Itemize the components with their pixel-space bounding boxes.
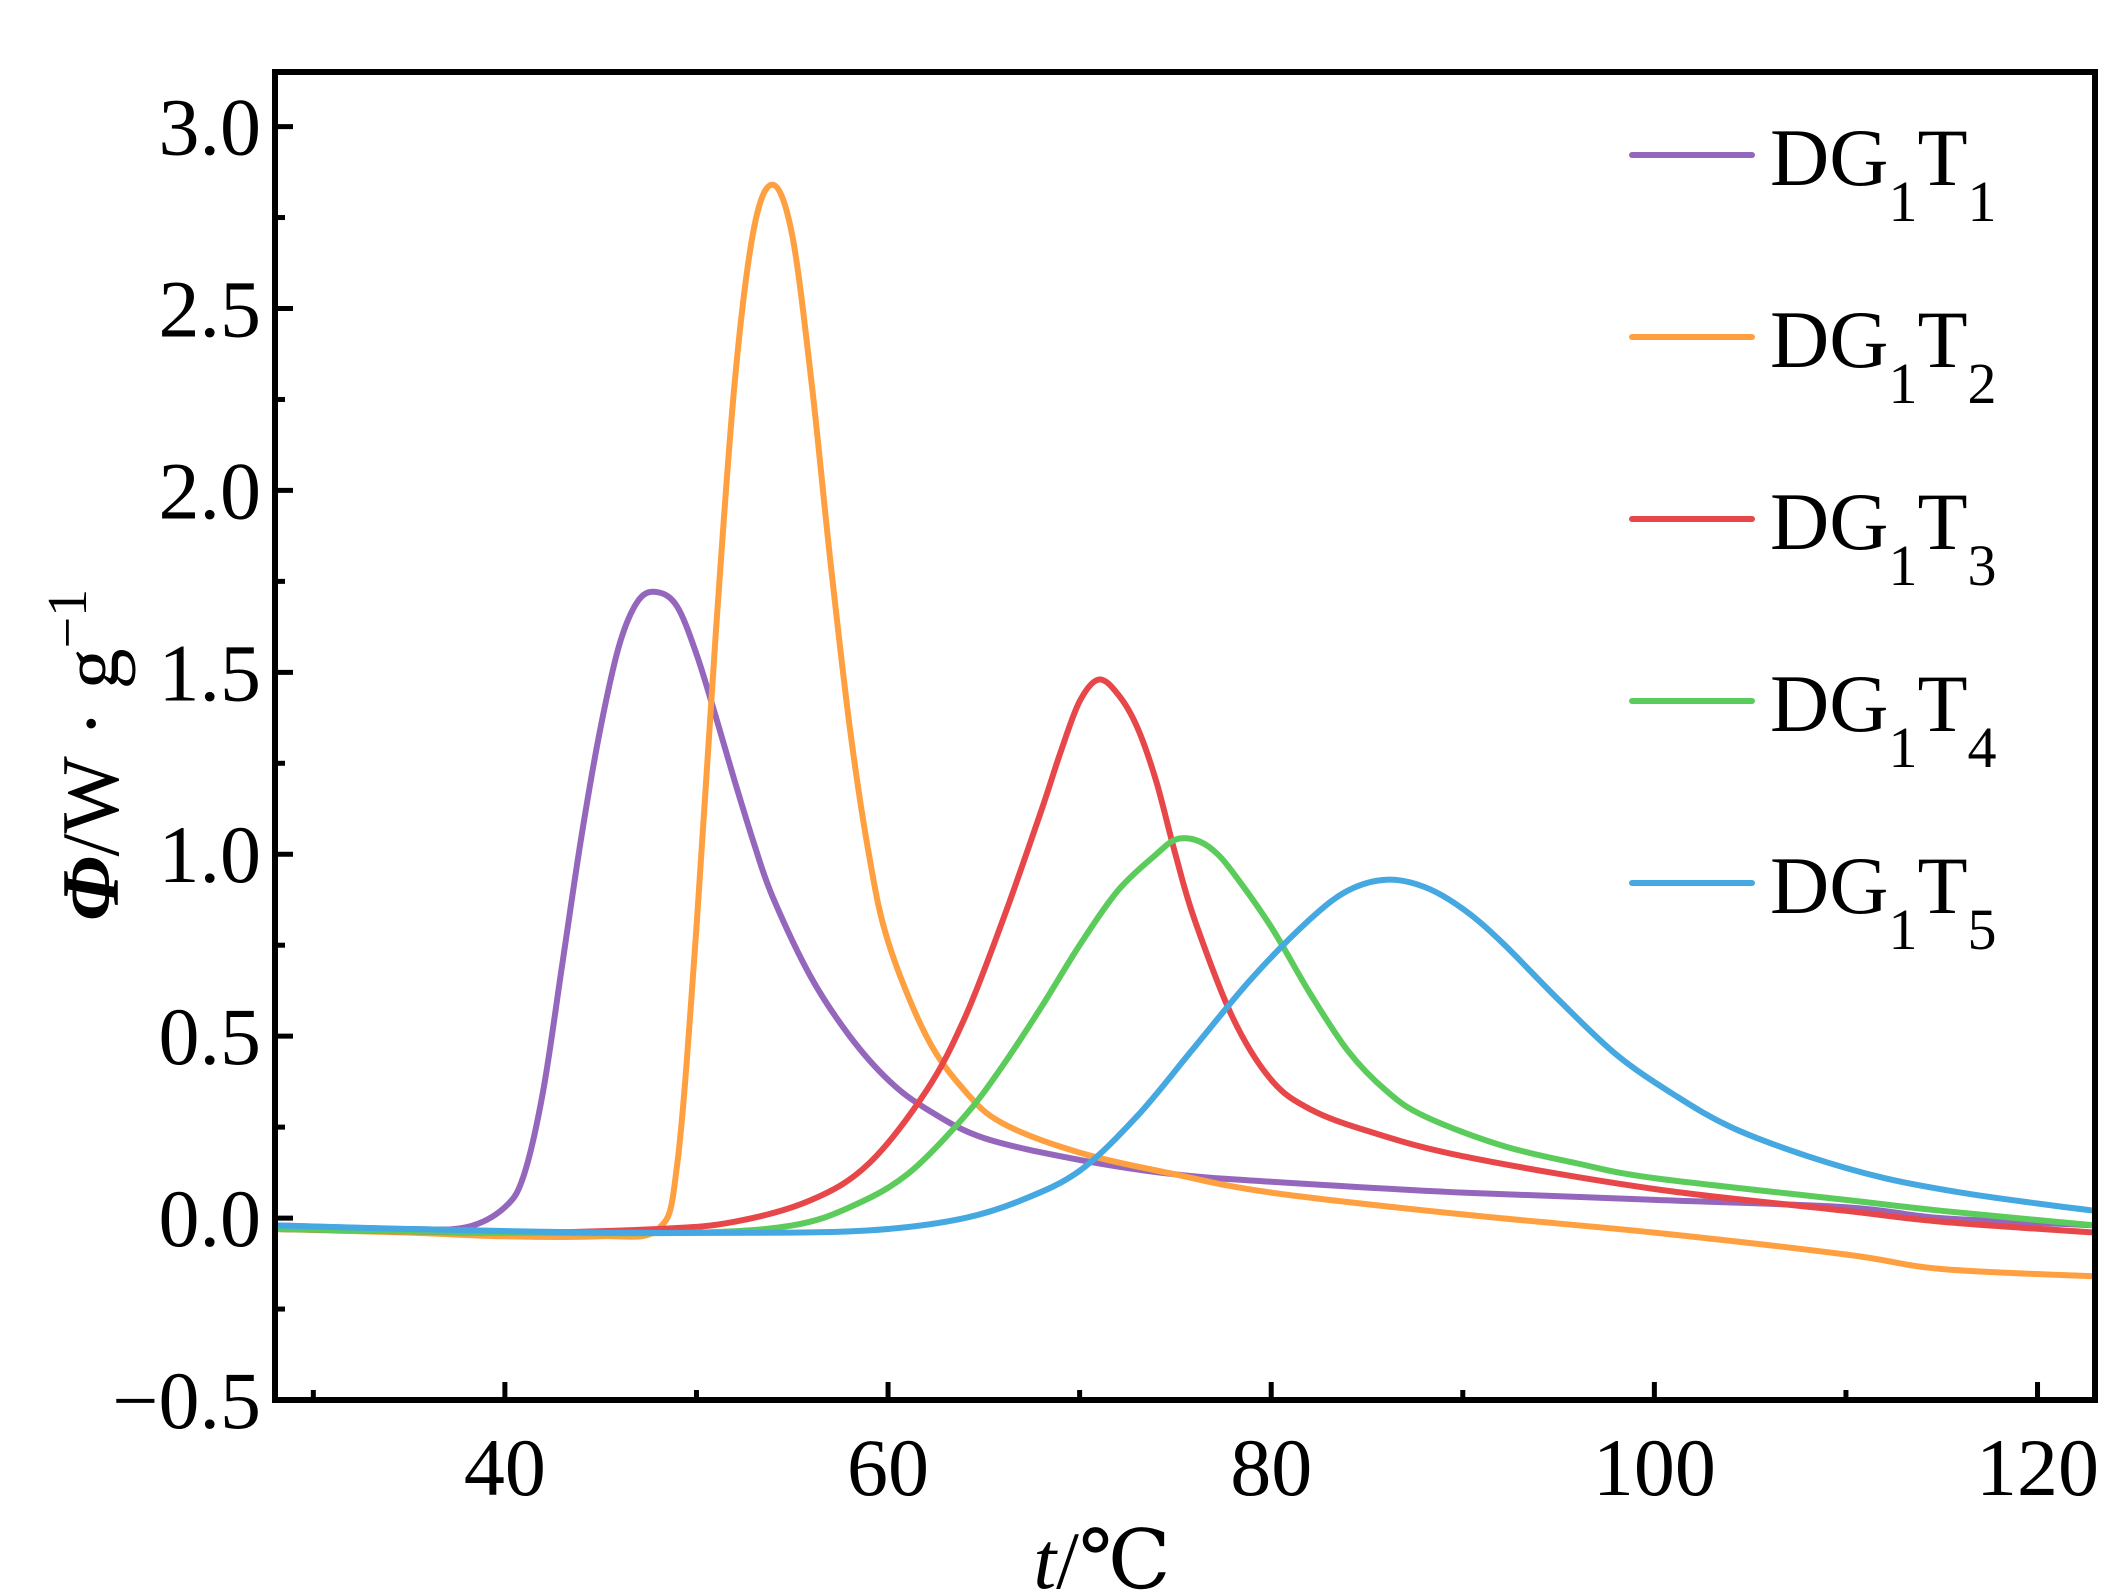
y-tick-label: −0.5: [112, 1355, 261, 1446]
legend-item-dg1t2: DG1T2: [1629, 294, 1997, 416]
series-line-dg1t1: [275, 588, 2095, 1233]
legend-item-dg1t4: DG1T4: [1629, 658, 1997, 780]
y-axis-unit: W · g: [45, 648, 136, 833]
x-axis-title: t/℃: [1033, 1515, 1170, 1594]
legend-label: DG1T4: [1770, 658, 1997, 780]
series-line-dg1t2: [275, 181, 2095, 1280]
legend-item-dg1t5: DG1T5: [1629, 840, 1997, 962]
y-tick-label: 1.0: [159, 809, 262, 900]
y-tick-label: 3.0: [159, 82, 262, 173]
plot-frame: [272, 69, 2098, 1403]
legend-label: DG1T1: [1770, 112, 1997, 234]
legend-item-dg1t1: DG1T1: [1629, 112, 1997, 234]
y-axis-unit-superscript: −1: [37, 589, 99, 649]
y-tick-label: 0.5: [159, 991, 262, 1082]
y-axis-title: Φ/W · g−1: [37, 589, 136, 921]
series-line-dg1t5: [275, 876, 2095, 1237]
legend-item-dg1t3: DG1T3: [1629, 476, 1997, 598]
legend: DG1T1 DG1T2 DG1T3 DG1T4 DG1T5: [1629, 112, 1997, 962]
legend-label: DG1T5: [1770, 840, 1997, 962]
series-line-dg1t3: [275, 676, 2095, 1236]
x-tick-label: 80: [1230, 1422, 1312, 1513]
legend-label: DG1T2: [1770, 294, 1997, 416]
plot-layer: [275, 181, 2095, 1280]
series-line-dg1t4: [275, 835, 2095, 1237]
y-tick-label: 1.5: [159, 627, 262, 718]
x-axis-unit: ℃: [1079, 1515, 1171, 1594]
x-axis-sep: /: [1056, 1515, 1079, 1594]
y-tick-label: 2.5: [159, 263, 262, 354]
y-axis-var: Φ: [45, 856, 136, 921]
x-axis-var: t: [1033, 1515, 1058, 1594]
legend-label: DG1T3: [1770, 476, 1997, 598]
y-tick-label: 0.0: [159, 1173, 262, 1264]
axes-layer: 40 60 80 100 120 −0.5 0.0 0.5 1.0 1.5 2.0 2.5 3.0: [112, 69, 2099, 1513]
x-tick-label: 100: [1593, 1422, 1716, 1513]
x-tick-label: 60: [847, 1422, 929, 1513]
y-axis-sep: /: [45, 833, 136, 856]
y-tick-label: 2.0: [159, 445, 262, 536]
x-tick-label: 40: [464, 1422, 546, 1513]
x-tick-label: 120: [1976, 1422, 2099, 1513]
